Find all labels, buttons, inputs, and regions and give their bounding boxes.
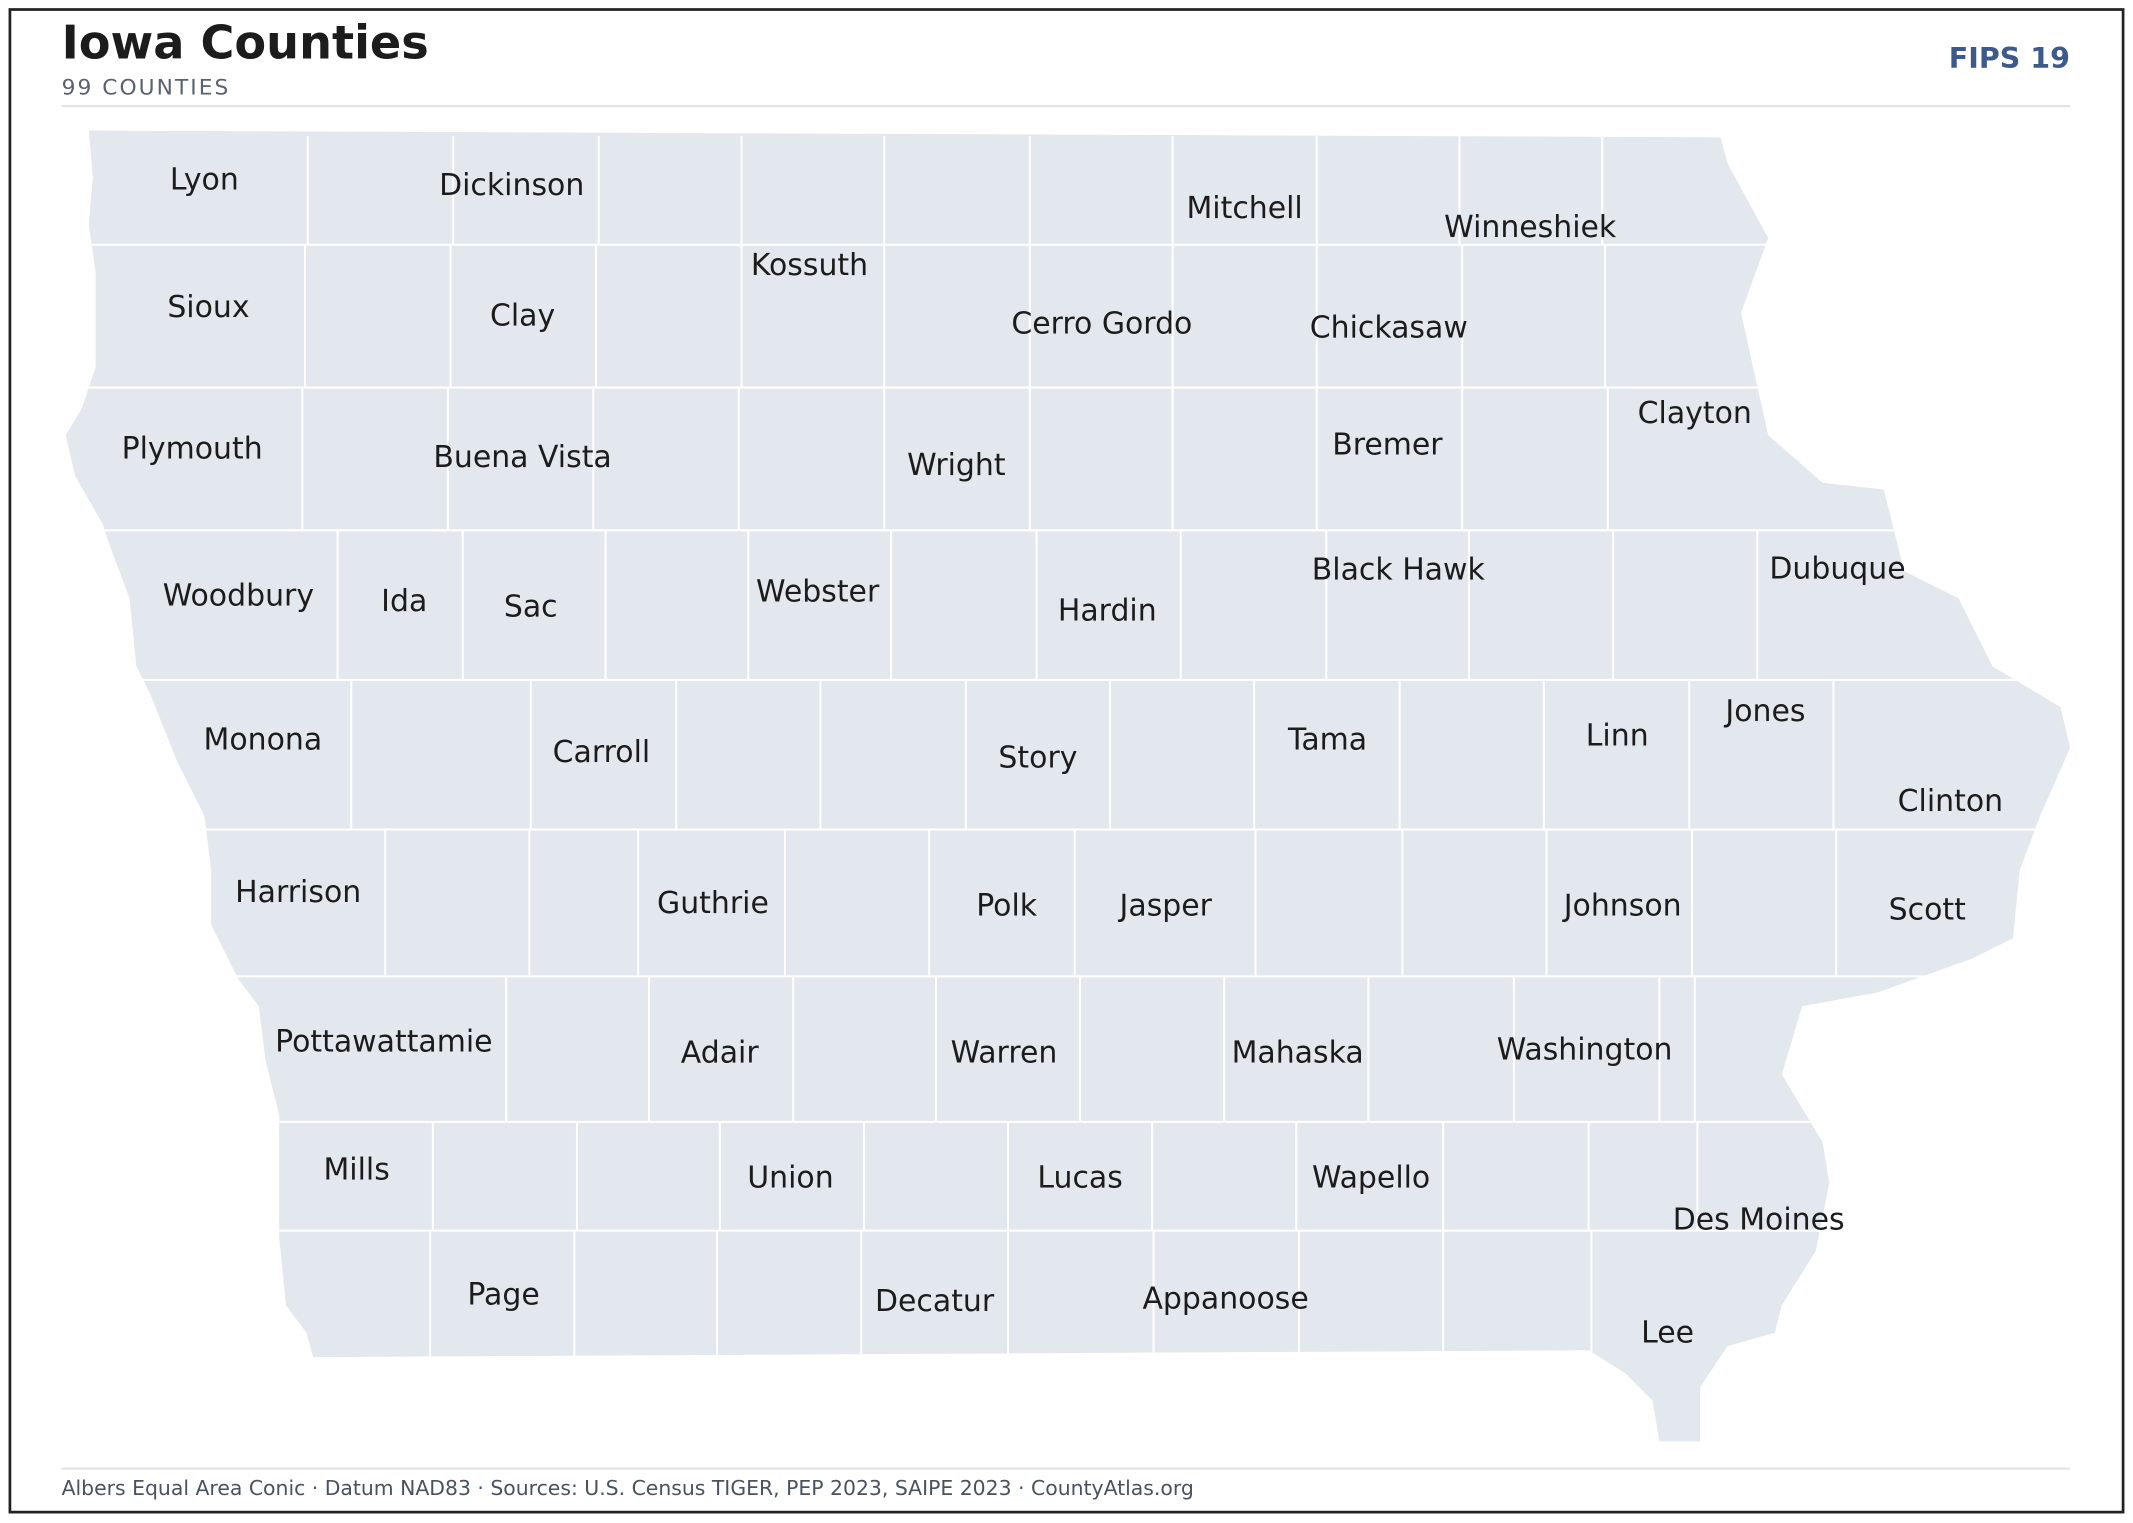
subtitle: 99 COUNTIES: [62, 75, 231, 100]
county-label: Dickinson: [439, 168, 584, 203]
county-labels: Lyon Dickinson Mitchell Winneshiek Kossuth Si…: [122, 162, 2004, 1350]
county-label: Wright: [907, 448, 1006, 483]
county-label: Story: [998, 740, 1077, 775]
county-label: Guthrie: [657, 886, 769, 921]
state-shape: [65, 130, 2071, 1442]
county-label: Sac: [504, 589, 558, 624]
county-label: Jasper: [1118, 889, 1213, 924]
county-borders: [65, 135, 2071, 1360]
county-label: Ida: [381, 584, 427, 619]
county-label: Linn: [1586, 719, 1649, 754]
county-label: Scott: [1889, 893, 1966, 928]
county-label: Black Hawk: [1312, 553, 1486, 588]
county-label: Jones: [1723, 694, 1805, 729]
county-label: Union: [747, 1160, 833, 1195]
county-label: Dubuque: [1769, 551, 1905, 586]
county-label: Clay: [490, 298, 555, 333]
county-label: Mills: [324, 1152, 390, 1187]
county-label: Buena Vista: [433, 440, 611, 475]
county-label: Des Moines: [1673, 1203, 1845, 1238]
county-label: Sioux: [167, 290, 249, 325]
county-label: Mahaska: [1232, 1035, 1364, 1070]
county-label: Page: [467, 1277, 539, 1312]
county-label: Clayton: [1638, 396, 1752, 431]
county-label: Washington: [1497, 1033, 1673, 1068]
footer: Albers Equal Area Conic · Datum NAD83 · …: [62, 1476, 1194, 1500]
county-label: Carroll: [553, 735, 651, 770]
county-label: Woodbury: [163, 578, 314, 613]
county-label: Lee: [1641, 1315, 1694, 1350]
county-label: Adair: [681, 1035, 760, 1070]
county-label: Wapello: [1312, 1160, 1430, 1195]
county-label: Winneshiek: [1444, 210, 1617, 245]
county-label: Webster: [756, 574, 880, 609]
county-label: Lucas: [1037, 1160, 1122, 1195]
county-label: Chickasaw: [1310, 311, 1468, 346]
county-label: Warren: [951, 1035, 1058, 1070]
county-label: Monona: [204, 723, 323, 758]
county-label: Johnson: [1562, 889, 1682, 924]
county-label: Appanoose: [1142, 1281, 1308, 1316]
county-label: Hardin: [1058, 593, 1157, 628]
county-label: Clinton: [1898, 784, 2003, 819]
county-label: Kossuth: [751, 248, 868, 283]
county-label: Mitchell: [1187, 191, 1303, 226]
county-label: Plymouth: [122, 432, 263, 467]
county-label: Bremer: [1332, 428, 1443, 463]
county-label: Polk: [976, 889, 1038, 924]
county-label: Lyon: [170, 162, 239, 197]
county-label: Tama: [1287, 723, 1367, 758]
county-label: Harrison: [235, 875, 361, 910]
county-label: Cerro Gordo: [1011, 306, 1192, 341]
county-label: Pottawattamie: [275, 1024, 492, 1059]
title: Iowa Counties: [62, 16, 429, 70]
county-label: Decatur: [875, 1284, 995, 1319]
fips-badge: FIPS 19: [1949, 41, 2070, 75]
